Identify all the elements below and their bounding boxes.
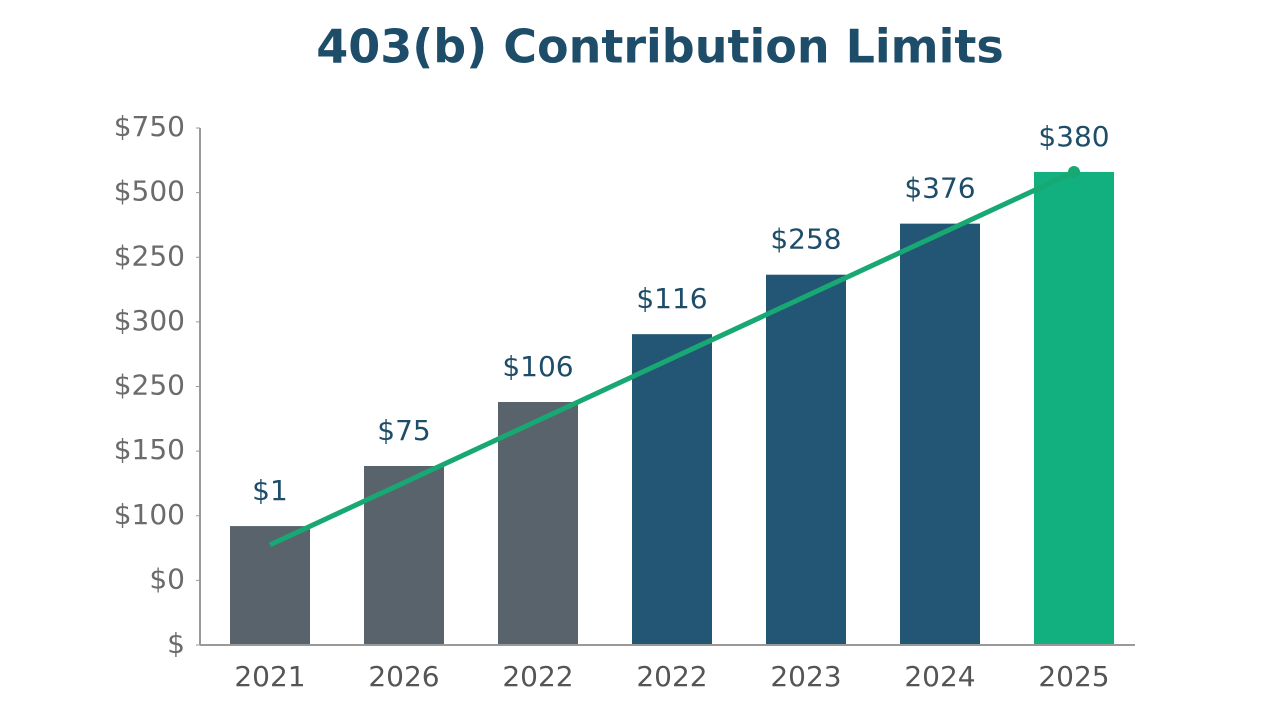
annotation: $1 <box>252 474 288 507</box>
bar <box>364 465 444 645</box>
x-tick-label: 2023 <box>770 660 841 693</box>
bar <box>1034 171 1114 645</box>
y-tick-label: $100 <box>114 498 185 531</box>
y-tick-label: $250 <box>114 239 185 272</box>
chart-title: 403(b) Contribution Limits <box>316 20 1004 74</box>
bar <box>900 223 980 645</box>
y-tick-label: $150 <box>114 433 185 466</box>
bar <box>632 334 712 645</box>
y-tick-label: $ <box>167 627 185 660</box>
y-tick-label: $300 <box>114 304 185 337</box>
y-tick-label: $500 <box>114 175 185 208</box>
x-tick-label: 2022 <box>636 660 707 693</box>
x-tick-label: 2025 <box>1038 660 1109 693</box>
trend-line <box>268 169 1076 548</box>
annotation: $376 <box>904 172 975 205</box>
x-tick-label: 2026 <box>368 660 439 693</box>
annotation: $380 <box>1038 120 1109 153</box>
trend-end <box>1068 165 1080 178</box>
bar <box>230 526 310 645</box>
bar <box>498 402 578 645</box>
annotation: $116 <box>636 282 707 315</box>
x-tick-label: 2024 <box>904 660 975 693</box>
y-tick-label: $0 <box>149 562 185 595</box>
annotation: $258 <box>770 223 841 256</box>
annotation: $106 <box>502 350 573 383</box>
y-tick-label: $750 <box>114 110 185 143</box>
bar <box>766 274 846 645</box>
y-tick-label: $250 <box>114 369 185 402</box>
x-tick-label: 2022 <box>502 660 573 693</box>
x-tick-label: 2021 <box>234 660 305 693</box>
annotation: $75 <box>377 414 430 447</box>
